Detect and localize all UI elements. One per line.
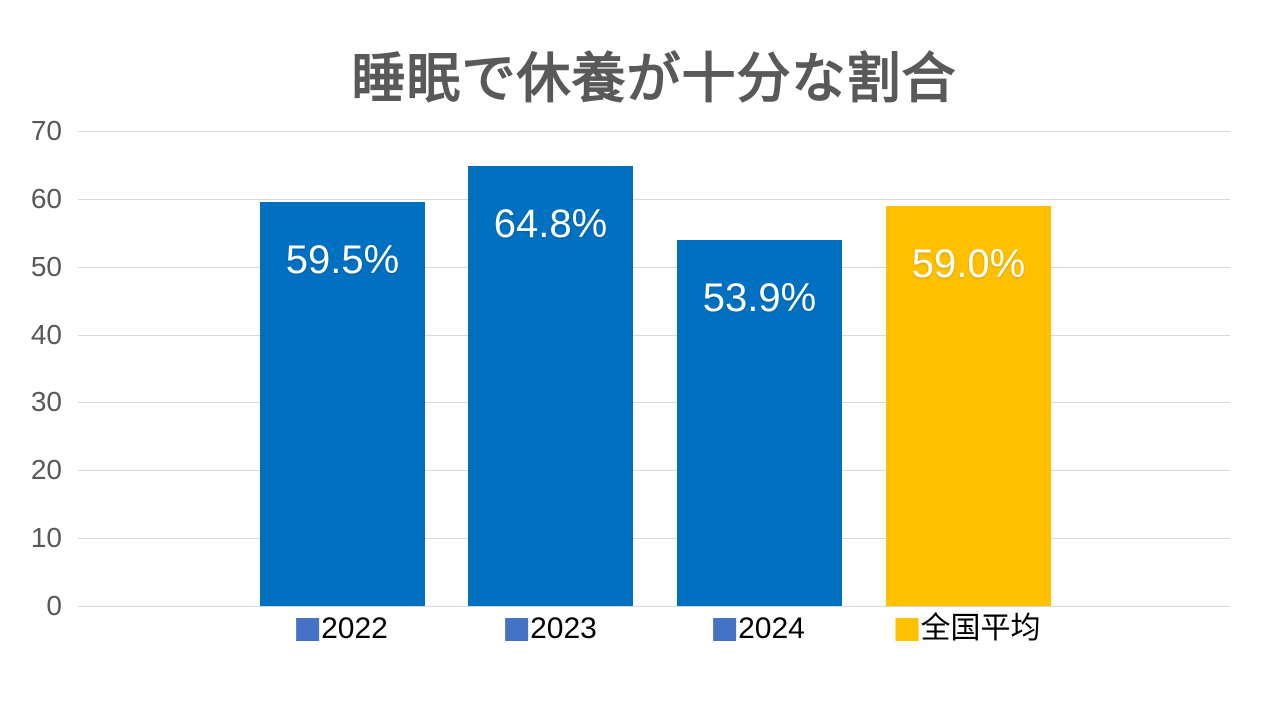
category-label-text: 全国平均 (920, 612, 1041, 645)
category-label-2024: 2024 (713, 611, 805, 647)
category-label-2023: 2023 (505, 611, 597, 647)
data-label-2022: 59.5% (285, 238, 400, 282)
y-axis-tick-label-50: 50 (30, 251, 62, 282)
y-axis-tick-label-40: 40 (30, 319, 62, 350)
legend-marker-icon (296, 617, 320, 641)
gridline-20 (78, 470, 1230, 471)
y-axis-tick-label-0: 0 (46, 590, 62, 621)
category-label-text: 2024 (738, 612, 805, 645)
category-label-2022: 2022 (296, 611, 388, 647)
gridline-30 (78, 402, 1230, 403)
bar-2024: 53.9% (677, 240, 842, 606)
y-axis-tick-label-10: 10 (30, 522, 62, 553)
legend-marker-icon (505, 617, 529, 641)
data-label-2023: 64.8% (493, 202, 608, 246)
chart-title: 睡眠で休養が十分な割合 (351, 49, 957, 109)
gridline-70 (78, 131, 1230, 132)
gridline-60 (78, 199, 1230, 200)
data-label-2024: 53.9% (702, 276, 817, 320)
gridline-40 (78, 335, 1230, 336)
gridline-10 (78, 538, 1230, 539)
bar-2022: 59.5% (260, 202, 425, 606)
category-label-text: 2023 (530, 612, 597, 645)
y-axis-tick-label-60: 60 (30, 183, 62, 214)
bar-全国平均: 59.0% (886, 206, 1051, 606)
y-axis-tick-label-30: 30 (30, 386, 62, 417)
legend-marker-icon (713, 617, 737, 641)
bar-2023: 64.8% (468, 166, 633, 606)
category-label-全国平均: 全国平均 (895, 611, 1041, 647)
gridline-50 (78, 267, 1230, 268)
y-axis-tick-label-20: 20 (30, 454, 62, 485)
data-label-全国平均: 59.0% (911, 242, 1026, 286)
category-label-text: 2022 (321, 612, 388, 645)
gridline-0 (78, 606, 1230, 607)
legend-marker-icon (895, 617, 919, 641)
y-axis-tick-label-70: 70 (30, 115, 62, 146)
